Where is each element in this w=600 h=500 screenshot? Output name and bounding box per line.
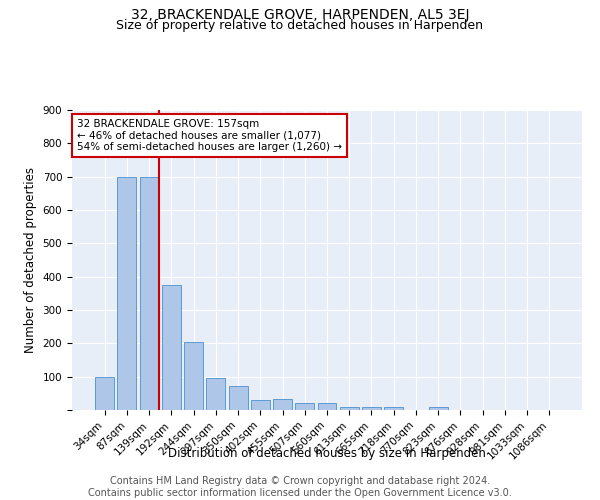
- Bar: [229, 386, 248, 410]
- Bar: [118, 176, 136, 410]
- Bar: [140, 176, 158, 410]
- Bar: [295, 402, 314, 410]
- Bar: [162, 285, 181, 410]
- Y-axis label: Number of detached properties: Number of detached properties: [24, 167, 37, 353]
- Bar: [340, 406, 359, 410]
- Bar: [362, 408, 381, 410]
- Bar: [317, 402, 337, 410]
- Bar: [429, 406, 448, 410]
- Text: Size of property relative to detached houses in Harpenden: Size of property relative to detached ho…: [116, 19, 484, 32]
- Bar: [384, 408, 403, 410]
- Bar: [273, 400, 292, 410]
- Text: 32, BRACKENDALE GROVE, HARPENDEN, AL5 3EJ: 32, BRACKENDALE GROVE, HARPENDEN, AL5 3E…: [131, 8, 469, 22]
- Text: Contains HM Land Registry data © Crown copyright and database right 2024.
Contai: Contains HM Land Registry data © Crown c…: [88, 476, 512, 498]
- Text: 32 BRACKENDALE GROVE: 157sqm
← 46% of detached houses are smaller (1,077)
54% of: 32 BRACKENDALE GROVE: 157sqm ← 46% of de…: [77, 119, 342, 152]
- Text: Distribution of detached houses by size in Harpenden: Distribution of detached houses by size …: [168, 448, 486, 460]
- Bar: [184, 342, 203, 410]
- Bar: [206, 378, 225, 410]
- Bar: [95, 376, 114, 410]
- Bar: [251, 400, 270, 410]
